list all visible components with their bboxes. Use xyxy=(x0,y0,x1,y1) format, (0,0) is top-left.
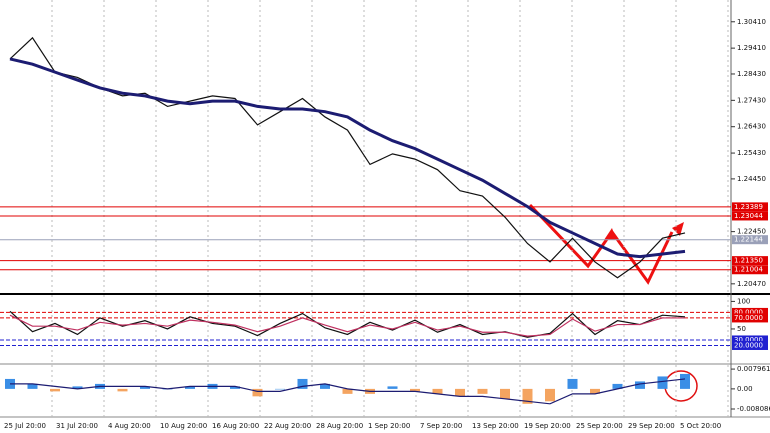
y-tick-label: 1.30410 xyxy=(737,18,766,26)
level-label: 1.21004 xyxy=(734,266,763,274)
histogram-bar xyxy=(500,388,510,399)
histogram-bar xyxy=(567,378,578,389)
level-label: 20.0000 xyxy=(734,341,763,349)
level-label: 1.21350 xyxy=(734,257,763,265)
level-label-box xyxy=(732,307,768,317)
x-tick-label: 31 Jul 20:00 xyxy=(56,422,98,430)
x-tick-label: 28 Aug 20:00 xyxy=(316,422,363,430)
histogram-bar xyxy=(342,388,353,394)
x-tick-label: 1 Sep 20:00 xyxy=(368,422,410,430)
histogram-bar xyxy=(27,383,38,389)
series-line xyxy=(9,310,686,338)
histogram-bar xyxy=(252,388,263,397)
histogram-bar xyxy=(432,388,443,394)
histogram-bar xyxy=(297,378,308,389)
x-tick-label: 29 Sep 20:00 xyxy=(628,422,675,430)
y-tick-label: 100 xyxy=(737,297,750,305)
x-tick-label: 10 Aug 20:00 xyxy=(160,422,207,430)
level-label-box xyxy=(732,265,768,275)
y-tick-label: 0.007961 xyxy=(737,365,770,373)
histogram-bar xyxy=(545,388,555,402)
histogram-bar xyxy=(590,388,600,394)
series-line xyxy=(9,36,686,279)
y-tick-label: 1.29410 xyxy=(737,44,766,52)
histogram-bar xyxy=(680,373,690,389)
x-tick-label: 25 Sep 20:00 xyxy=(576,422,623,430)
y-tick-label: 1.22450 xyxy=(737,228,766,236)
level-label: 1.22144 xyxy=(734,236,763,244)
histogram-bar xyxy=(455,388,465,397)
level-label-box xyxy=(732,235,768,245)
histogram-bar xyxy=(320,383,330,389)
x-tick-label: 16 Aug 20:00 xyxy=(212,422,259,430)
y-tick-label: 1.25430 xyxy=(737,149,766,157)
y-tick-label: -0.008086 xyxy=(737,405,770,413)
x-tick-label: 19 Sep 20:00 xyxy=(524,422,571,430)
level-label-box xyxy=(732,335,768,345)
level-label-box xyxy=(732,340,768,350)
y-tick-label: 1.20470 xyxy=(737,280,766,288)
histogram-bar xyxy=(522,388,533,404)
arrow-head xyxy=(604,228,616,240)
x-tick-label: 13 Sep 20:00 xyxy=(472,422,519,430)
histogram-bar xyxy=(117,388,128,392)
y-tick-label: 0.00 xyxy=(737,385,753,393)
histogram-bar xyxy=(612,383,623,389)
series-line xyxy=(9,314,685,337)
arrow-head xyxy=(672,222,684,236)
histogram-bar xyxy=(140,386,150,389)
histogram-bar xyxy=(185,386,195,389)
histogram-bar xyxy=(72,386,83,389)
level-label: 1.23044 xyxy=(734,212,763,220)
level-label-box xyxy=(732,256,768,266)
histogram-bar xyxy=(230,386,240,389)
histogram-bar xyxy=(275,388,285,390)
histogram-bar xyxy=(477,388,488,394)
histogram-bar xyxy=(50,388,60,392)
y-tick-label: 1.26430 xyxy=(737,123,766,131)
histogram-bar xyxy=(635,381,645,389)
level-label: 1.23389 xyxy=(734,203,763,211)
histogram-bar xyxy=(410,388,420,392)
y-tick-label: 1.27430 xyxy=(737,96,766,104)
histogram-bar xyxy=(657,376,668,389)
x-tick-label: 5 Oct 20:00 xyxy=(680,422,721,430)
histogram-bar xyxy=(387,386,398,389)
series-line xyxy=(9,57,686,259)
level-label-box xyxy=(732,202,768,212)
level-label: 70.0000 xyxy=(734,314,763,322)
series-line xyxy=(10,378,686,405)
x-tick-label: 7 Sep 20:00 xyxy=(420,422,462,430)
level-label-box xyxy=(732,211,768,221)
x-tick-label: 22 Aug 20:00 xyxy=(264,422,311,430)
level-label: 80.0000 xyxy=(734,308,763,316)
y-tick-label: 1.28430 xyxy=(737,70,766,78)
level-label-box xyxy=(732,313,768,323)
y-tick-label: 1.24450 xyxy=(737,175,766,183)
x-tick-label: 4 Aug 20:00 xyxy=(108,422,151,430)
x-tick-label: 25 Jul 20:00 xyxy=(4,422,46,430)
level-label: 30.0000 xyxy=(734,336,763,344)
y-tick-label: 50 xyxy=(737,325,746,333)
